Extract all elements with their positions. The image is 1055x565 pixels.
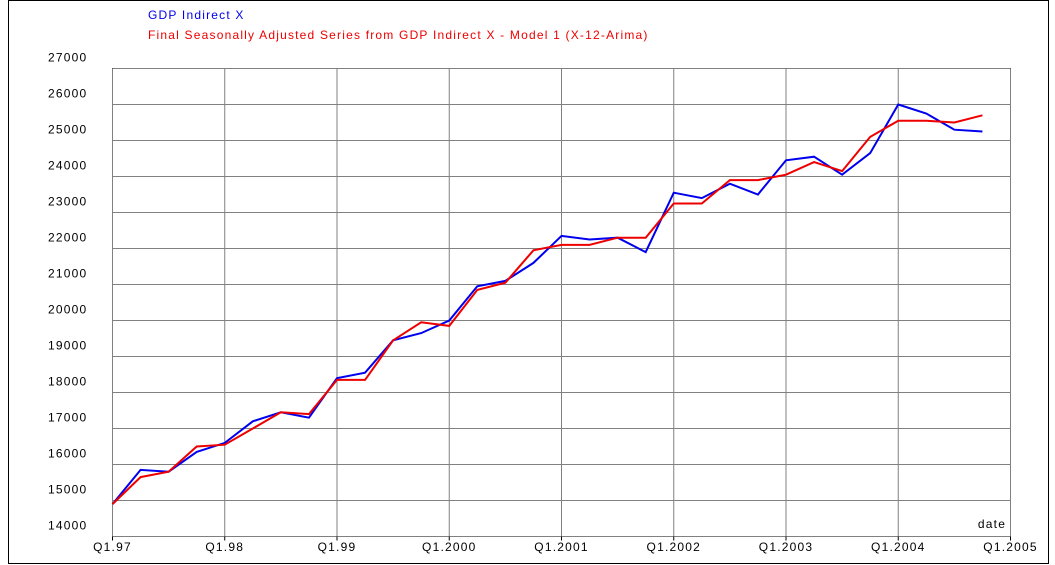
y-tick-label: 23000 xyxy=(48,195,87,209)
legend-entry: Final Seasonally Adjusted Series from GD… xyxy=(148,28,649,42)
y-tick-label: 15000 xyxy=(48,483,87,497)
x-tick-label: Q1.2001 xyxy=(534,540,588,554)
x-tick-label: Q1.2003 xyxy=(759,540,813,554)
y-tick-label: 20000 xyxy=(48,303,87,317)
x-tick-label: Q1.98 xyxy=(205,540,244,554)
y-tick-label: 16000 xyxy=(48,447,87,461)
x-axis-label: date xyxy=(978,517,1006,531)
x-tick-label: Q1.97 xyxy=(93,540,132,554)
y-tick-label: 14000 xyxy=(48,519,87,533)
x-tick-label: Q1.2004 xyxy=(871,540,925,554)
y-tick-label: 24000 xyxy=(48,159,87,173)
y-tick-label: 22000 xyxy=(48,231,87,245)
frame xyxy=(8,0,1049,564)
series-line xyxy=(111,103,983,505)
x-tick-label: Q1.2002 xyxy=(647,540,701,554)
y-tick-label: 25000 xyxy=(48,123,87,137)
y-tick-label: 18000 xyxy=(48,375,87,389)
series-line xyxy=(111,114,983,505)
x-tick-label: Q1.2005 xyxy=(983,540,1037,554)
y-tick-label: 21000 xyxy=(48,267,87,281)
y-tick-label: 19000 xyxy=(48,339,87,353)
x-tick-label: Q1.99 xyxy=(318,540,357,554)
y-tick-label: 27000 xyxy=(48,51,87,65)
y-tick-label: 26000 xyxy=(48,87,87,101)
y-tick-label: 17000 xyxy=(48,411,87,425)
x-tick-label: Q1.2000 xyxy=(422,540,476,554)
legend-entry: GDP Indirect X xyxy=(148,8,245,22)
